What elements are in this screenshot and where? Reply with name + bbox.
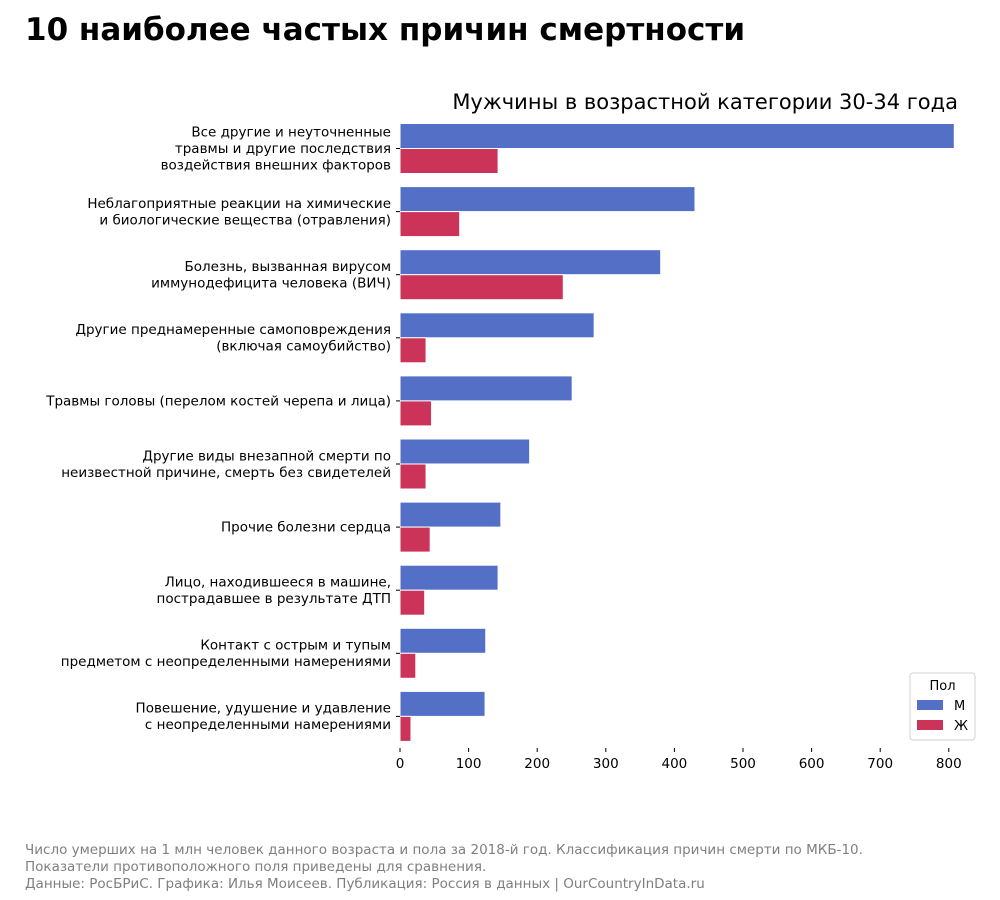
bar-f-3 <box>399 337 427 364</box>
bar-f-5 <box>399 463 427 490</box>
x-tick-label: 700 <box>867 756 893 772</box>
category-label: иммунодефицита человека (ВИЧ) <box>151 275 391 291</box>
page-title: 10 наиболее частых причин смертности <box>25 12 746 48</box>
x-tick-label: 200 <box>524 756 550 772</box>
category-label: травмы и другие последствия <box>175 141 391 157</box>
legend: Пол М Ж <box>909 672 976 741</box>
footer-line: Число умерших на 1 млн человек данного в… <box>25 842 863 858</box>
bar-m-6 <box>399 501 502 528</box>
category-label: Болезнь, вызванная вирусом <box>184 259 391 275</box>
category-label: (включая самоубийство) <box>216 339 391 355</box>
bar-m-7 <box>399 564 499 591</box>
bar-m-2 <box>399 249 662 276</box>
bar-m-9 <box>399 690 486 717</box>
bar-m-8 <box>399 627 487 654</box>
x-tick-label: 400 <box>662 756 688 772</box>
footer-line: Показатели противоположного поля приведе… <box>25 859 487 875</box>
bar-m-0 <box>399 123 955 149</box>
category-label: Другие виды внезапной смерти по <box>142 448 391 464</box>
chart-title: Мужчины в возрастной категории 30-34 год… <box>452 90 958 114</box>
bar-f-0 <box>399 148 499 174</box>
x-tick-label: 800 <box>936 756 962 772</box>
bar-f-1 <box>399 211 461 238</box>
category-label: неизвестной причине, смерть без свидетел… <box>61 465 391 481</box>
bar-m-1 <box>399 186 696 213</box>
x-tick-label: 0 <box>396 756 405 772</box>
x-tick-label: 100 <box>456 756 482 772</box>
category-label: Лицо, находившееся в машине, <box>165 574 391 590</box>
bar-m-3 <box>399 312 595 339</box>
footer-notes: Число умерших на 1 млн человек данного в… <box>25 842 863 893</box>
legend-title: Пол <box>929 679 955 694</box>
category-label: с неопределенными намерениями <box>145 717 391 733</box>
category-label: пострадавшее в результате ДТП <box>157 591 391 607</box>
bars-layer <box>399 123 955 742</box>
category-label: Контакт с острым и тупым <box>200 638 391 654</box>
bar-f-4 <box>399 400 433 427</box>
footer-line: Данные: РосБРиС. Графика: Илья Моисеев. … <box>25 876 705 892</box>
bar-m-4 <box>399 375 573 402</box>
category-label: Неблагоприятные реакции на химические <box>87 196 391 212</box>
bar-f-9 <box>399 715 412 742</box>
legend-swatch-m <box>917 700 943 710</box>
bar-f-8 <box>399 652 417 679</box>
category-label: предметом с неопределенными намерениями <box>61 654 391 670</box>
legend-label-f: Ж <box>954 719 968 734</box>
bar-f-2 <box>399 274 564 301</box>
x-tick-label: 600 <box>799 756 825 772</box>
category-label: Все другие и неуточненные <box>191 125 391 141</box>
category-label: и биологические вещества (отравления) <box>99 212 391 228</box>
bar-f-6 <box>399 526 431 553</box>
x-tick-label: 300 <box>593 756 619 772</box>
category-label: Повешение, удушение и удавление <box>136 701 391 717</box>
category-label: Другие преднамеренные самоповреждения <box>75 322 391 338</box>
x-axis: 0 100 200 300 400 500 600 700 800 <box>396 748 962 772</box>
category-label: Травмы головы (перелом костей черепа и л… <box>45 393 391 409</box>
bar-m-5 <box>399 438 531 465</box>
category-label: Прочие болезни сердца <box>221 520 391 536</box>
bar-f-7 <box>399 589 426 616</box>
category-label: воздействия внешних факторов <box>161 158 391 174</box>
x-tick-label: 500 <box>730 756 756 772</box>
legend-label-m: М <box>954 699 965 714</box>
legend-swatch-f <box>917 720 943 730</box>
